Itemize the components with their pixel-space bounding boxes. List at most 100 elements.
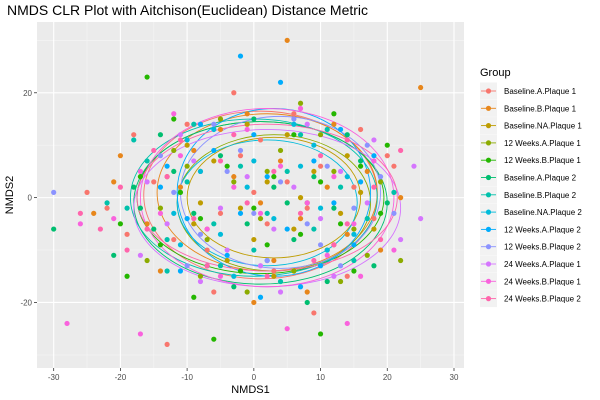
data-point xyxy=(131,184,137,190)
data-point xyxy=(217,205,224,211)
data-point xyxy=(344,320,350,327)
data-point xyxy=(297,195,304,201)
confidence-ellipse xyxy=(186,136,362,259)
data-point xyxy=(77,210,83,216)
data-point xyxy=(277,163,284,169)
y-tick-label: 0 xyxy=(28,194,33,203)
legend-label: Baseline.NA.Plaque 2 xyxy=(504,208,582,217)
plot-panel xyxy=(37,22,464,368)
data-point xyxy=(331,121,337,127)
data-point xyxy=(204,226,210,232)
legend-label: Baseline.B.Plaque 1 xyxy=(504,104,577,113)
data-point xyxy=(157,210,164,216)
data-point xyxy=(291,184,297,190)
legend-label: 24 Weeks.B.Plaque 1 xyxy=(504,277,581,286)
data-point xyxy=(204,247,210,253)
data-point xyxy=(251,116,257,122)
data-point xyxy=(364,252,370,258)
data-point xyxy=(344,231,350,237)
y-tick-label: -20 xyxy=(20,298,32,307)
data-point xyxy=(197,168,204,175)
data-point xyxy=(244,200,250,206)
data-point xyxy=(231,284,237,290)
data-point xyxy=(244,121,250,127)
data-point xyxy=(284,200,290,206)
data-point xyxy=(357,126,364,133)
legend-label: 24 Weeks.A.Plaque 1 xyxy=(504,260,581,269)
data-point xyxy=(344,273,350,279)
data-point xyxy=(297,231,304,237)
data-point xyxy=(204,263,210,269)
data-point xyxy=(251,299,257,306)
data-point xyxy=(324,184,330,190)
data-point xyxy=(164,268,170,274)
data-point xyxy=(297,210,304,216)
data-point xyxy=(391,247,397,253)
data-point xyxy=(117,221,123,227)
data-point xyxy=(297,105,304,112)
data-point xyxy=(251,236,257,243)
data-point xyxy=(257,137,264,143)
data-point xyxy=(371,153,377,159)
data-point xyxy=(217,158,224,164)
data-point xyxy=(271,215,277,222)
data-point xyxy=(197,200,204,206)
data-point xyxy=(171,236,177,243)
data-point xyxy=(284,179,290,185)
data-point xyxy=(177,137,184,143)
legend-key-point xyxy=(485,261,492,267)
data-point xyxy=(351,231,357,237)
data-point xyxy=(184,215,190,222)
data-point xyxy=(411,163,417,169)
data-point xyxy=(337,221,344,227)
data-point xyxy=(111,215,117,222)
legend-key-point xyxy=(485,123,492,129)
data-point xyxy=(251,189,257,195)
data-point xyxy=(177,268,184,274)
data-point xyxy=(418,84,424,91)
data-point xyxy=(217,116,224,122)
x-axis-ticks: -30 -20 -10 0 10 20 30 xyxy=(48,368,459,382)
data-point xyxy=(391,189,397,195)
data-point xyxy=(351,226,357,232)
data-point xyxy=(97,226,103,232)
point-layer xyxy=(51,37,424,348)
data-point xyxy=(184,142,190,148)
data-point xyxy=(164,236,170,243)
data-point xyxy=(271,226,277,232)
x-tick-label: 0 xyxy=(252,373,257,382)
data-point xyxy=(317,263,324,269)
data-point xyxy=(317,331,324,337)
data-point xyxy=(317,205,324,211)
data-point xyxy=(291,236,297,243)
data-point xyxy=(264,257,270,264)
data-point xyxy=(291,116,297,122)
data-point xyxy=(231,174,237,180)
data-point xyxy=(157,242,164,248)
data-point xyxy=(171,168,177,175)
data-point xyxy=(144,179,150,185)
data-point xyxy=(391,163,397,169)
data-point xyxy=(284,37,290,43)
confidence-ellipse xyxy=(176,139,358,267)
data-point xyxy=(317,163,324,169)
data-point xyxy=(331,111,337,117)
data-point xyxy=(191,210,197,216)
data-point xyxy=(224,252,230,258)
data-point xyxy=(378,247,384,253)
data-point xyxy=(364,200,370,206)
data-point xyxy=(324,126,330,133)
data-point xyxy=(137,168,144,175)
data-point xyxy=(237,268,244,274)
data-point xyxy=(211,158,217,164)
data-point xyxy=(337,184,344,190)
data-point xyxy=(271,168,277,175)
legend-key-point xyxy=(485,278,492,284)
legend-key-point xyxy=(485,226,492,232)
data-point xyxy=(217,210,224,216)
legend-label: 24 Weeks.B.Plaque 2 xyxy=(504,295,581,304)
data-point xyxy=(104,200,110,206)
data-point xyxy=(217,231,224,237)
data-point xyxy=(297,132,304,138)
legend-key-point xyxy=(485,192,492,198)
